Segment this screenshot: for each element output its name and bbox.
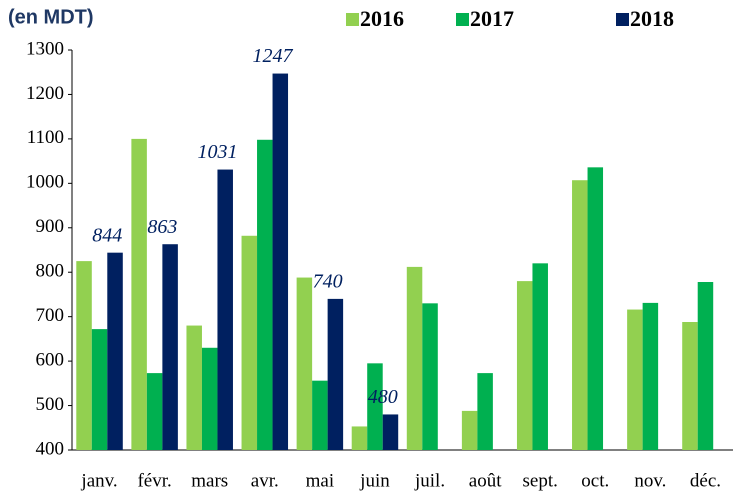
bar [146, 373, 163, 450]
y-tick-label: 1200 [26, 83, 64, 104]
x-tick-label: janv. [80, 470, 117, 491]
bar [587, 167, 604, 451]
bar [296, 277, 313, 450]
value-label: 1031 [197, 141, 237, 163]
bar [516, 281, 533, 450]
bar [572, 180, 588, 450]
bar [201, 347, 218, 450]
bar [627, 309, 643, 450]
bar [131, 138, 147, 450]
value-label: 740 [313, 270, 343, 292]
bar [682, 322, 698, 450]
bar [76, 261, 92, 450]
bar [327, 298, 344, 450]
legend-swatch [346, 13, 359, 26]
bar [162, 244, 178, 450]
x-tick-label: juin [359, 470, 390, 491]
y-tick-label: 400 [36, 438, 65, 459]
y-tick-label: 900 [36, 216, 65, 237]
bar [697, 282, 714, 450]
bar [477, 373, 493, 450]
y-tick-label: 600 [36, 349, 65, 370]
bar [241, 235, 258, 450]
x-tick-label: avr. [251, 470, 279, 491]
bar [217, 169, 233, 451]
x-tick-label: oct. [581, 470, 609, 491]
chart-title: (en MDT) [8, 6, 94, 28]
y-tick-label: 1100 [27, 127, 64, 148]
value-label: 480 [368, 386, 398, 408]
bar [312, 380, 328, 450]
bar [257, 139, 273, 450]
value-label: 844 [92, 224, 122, 246]
x-tick-label: déc. [690, 470, 721, 491]
x-tick-label: nov. [634, 470, 666, 491]
bar [382, 414, 399, 450]
y-tick-label: 500 [36, 394, 65, 415]
bar [272, 73, 289, 451]
x-tick-label: août [469, 470, 502, 491]
y-tick-label: 800 [36, 261, 65, 282]
bar [107, 252, 123, 450]
bar [642, 302, 659, 450]
y-tick-label: 700 [36, 305, 65, 326]
bar [532, 263, 548, 450]
bar [461, 410, 478, 450]
bar [367, 363, 383, 450]
bar [422, 303, 438, 450]
legend-label: 2017 [470, 6, 514, 31]
x-tick-label: mai [306, 470, 335, 491]
bar [406, 266, 423, 450]
legend-swatch [616, 13, 629, 26]
y-tick-label: 1000 [26, 172, 64, 193]
value-label: 1247 [253, 45, 294, 67]
x-tick-label: févr. [137, 470, 171, 491]
value-label: 863 [147, 216, 177, 238]
bar [351, 426, 368, 450]
legend-label: 2018 [630, 6, 674, 31]
legend-swatch [456, 13, 469, 26]
bar [91, 329, 108, 450]
bar [186, 325, 202, 450]
legend-label: 2016 [360, 6, 404, 31]
x-tick-label: juil. [414, 470, 445, 491]
x-tick-label: mars [191, 470, 228, 491]
x-tick-label: sept. [523, 470, 558, 491]
y-tick-label: 1300 [26, 38, 64, 59]
